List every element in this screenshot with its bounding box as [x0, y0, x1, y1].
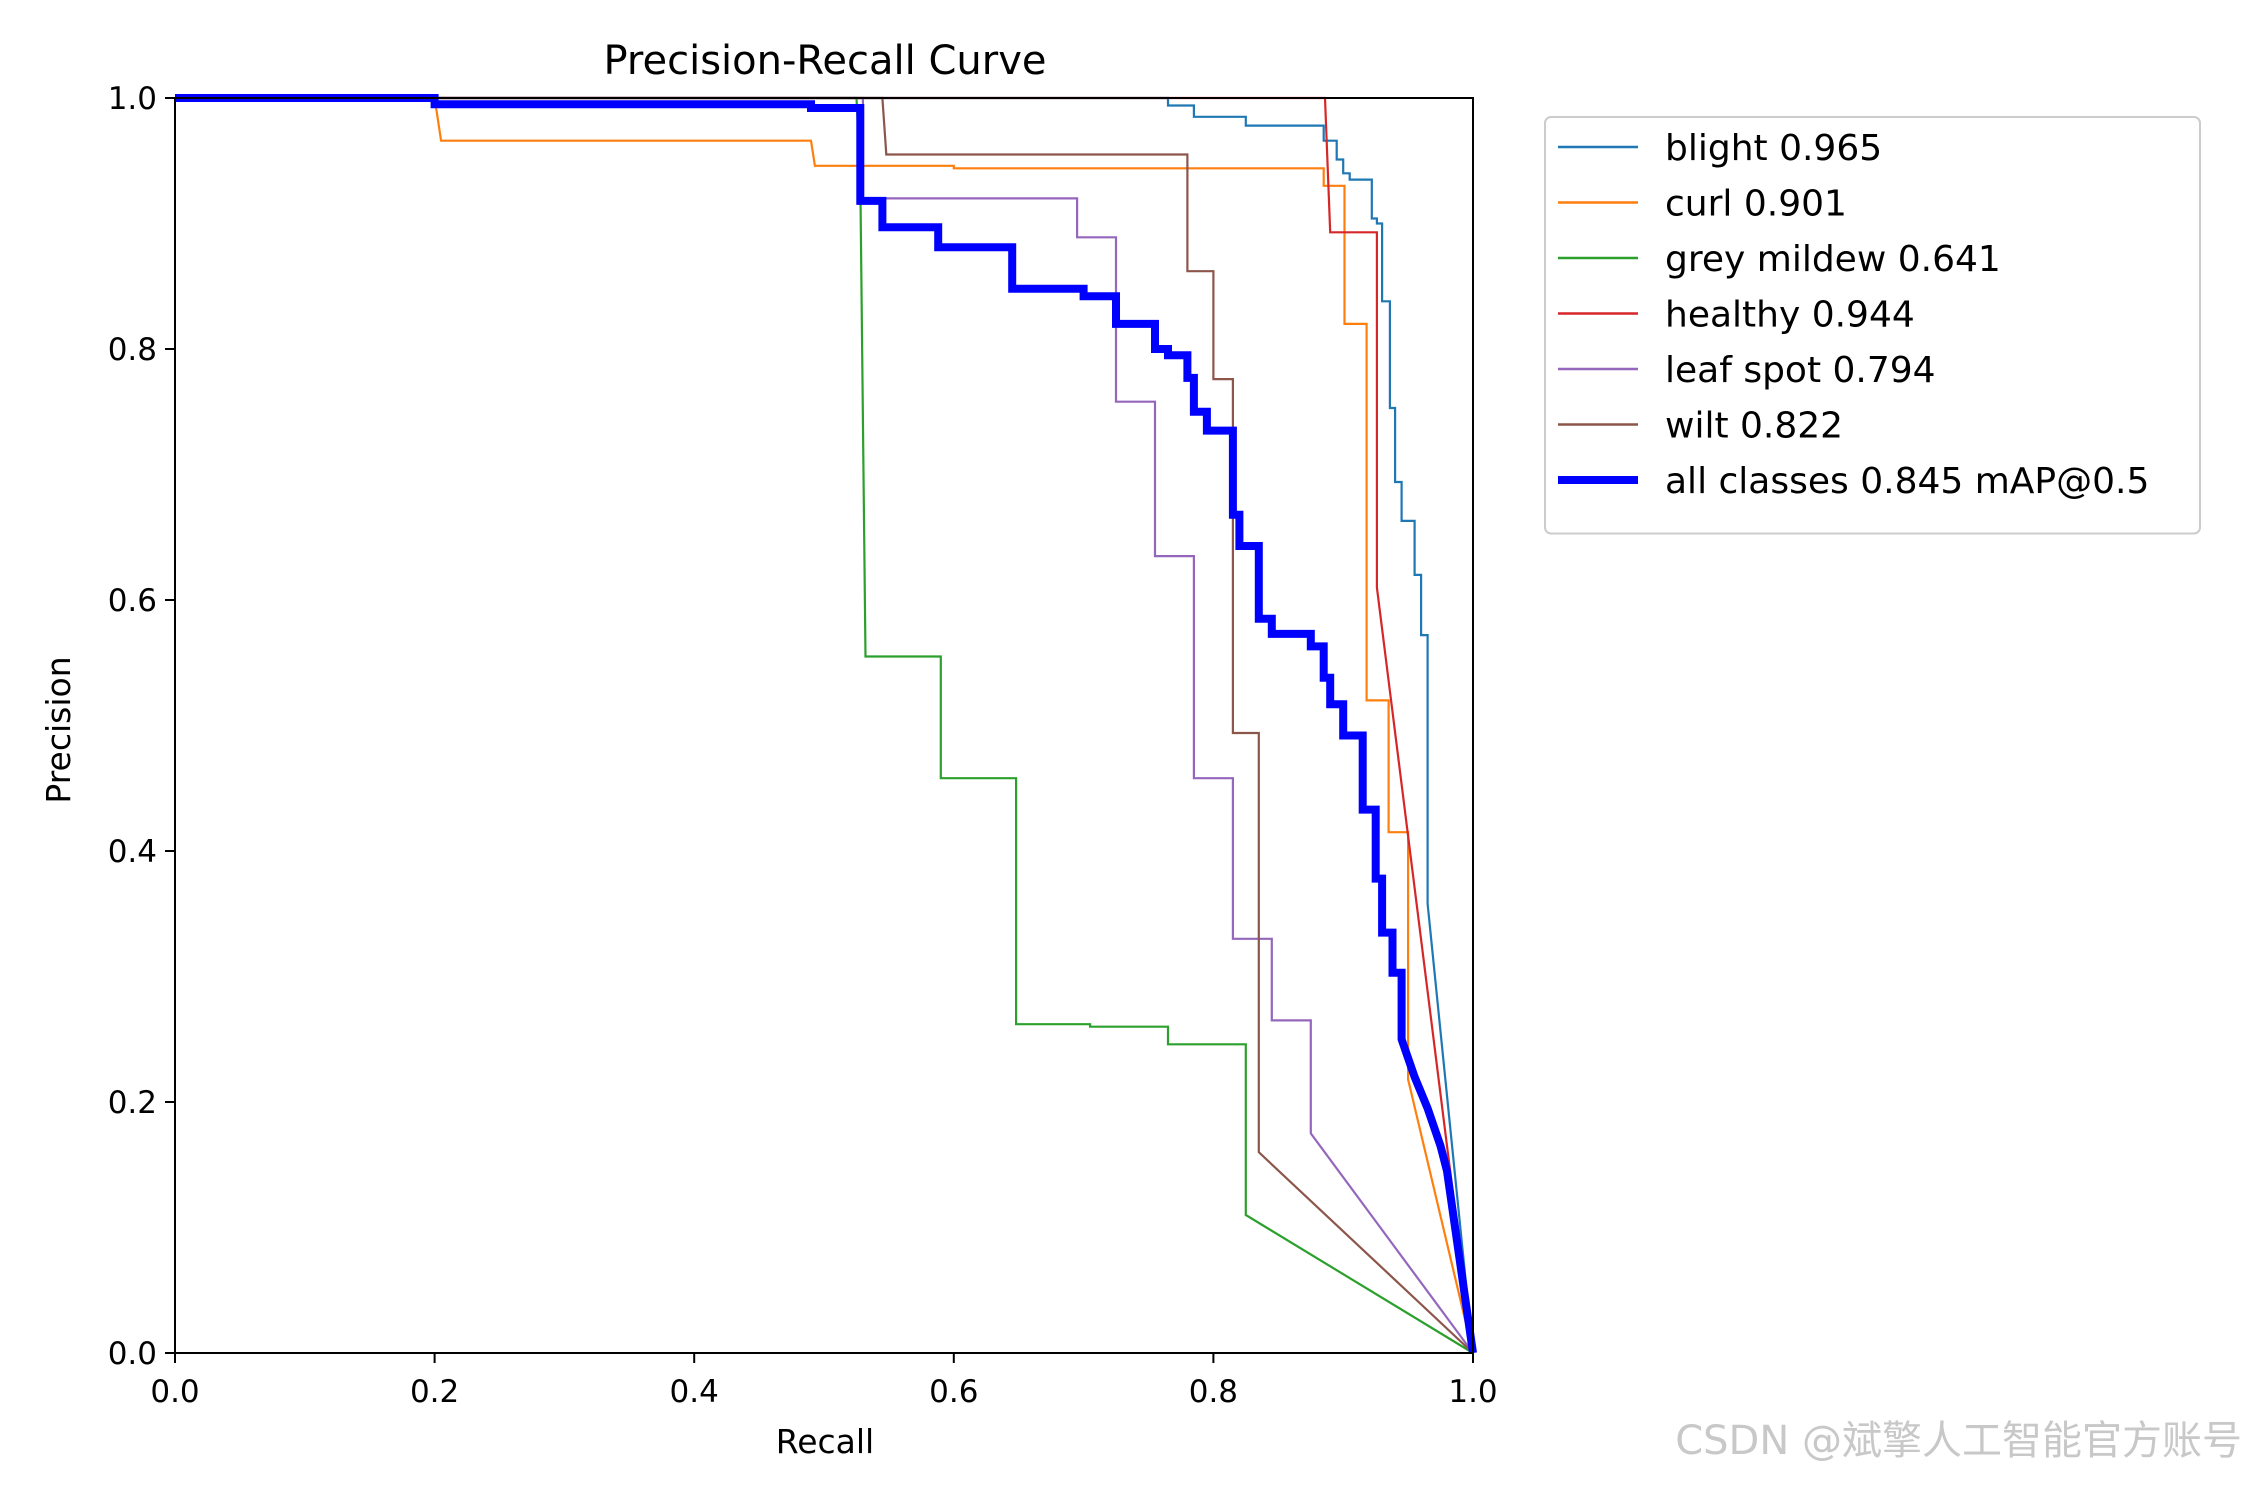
legend-label-grey: grey mildew 0.641	[1665, 239, 2001, 280]
watermark: CSDN @斌擎人工智能官方账号	[1675, 1418, 2242, 1464]
y-tick-label: 0.4	[108, 834, 157, 870]
legend-label-wilt: wilt 0.822	[1665, 406, 1843, 447]
legend-label-healthy: healthy 0.944	[1665, 295, 1915, 336]
axes-frame	[174, 97, 1474, 1354]
x-tick-label: 1.0	[1448, 1374, 1497, 1410]
legend-label-curl: curl 0.901	[1665, 184, 1847, 225]
series-line-blight	[175, 96, 1475, 1354]
y-axis-title: Precision	[39, 656, 78, 803]
x-tick-label: 0.0	[150, 1374, 199, 1410]
series-line-leaf	[175, 96, 1474, 1354]
legend: blight 0.965 curl 0.901 grey mildew 0.641 h…	[1544, 116, 2201, 535]
y-tick-label: 0.8	[108, 332, 157, 368]
axes: 0.0 0.2 0.4 0.6 0.8 1.0 0.0 0.2 0.4 0.6 0.8 1.0	[108, 81, 1498, 1410]
y-tick-label: 1.0	[108, 81, 157, 117]
x-tick-label: 0.2	[410, 1374, 459, 1410]
y-tick-label: 0.2	[108, 1085, 157, 1121]
series-line-all-classes	[175, 94, 1477, 1354]
series-line-curl	[175, 96, 1475, 1354]
x-tick-label: 0.4	[670, 1374, 719, 1410]
legend-label-leaf: leaf spot 0.794	[1665, 350, 1936, 391]
legend-label-blight: blight 0.965	[1665, 128, 1882, 169]
y-tick-label: 0.0	[108, 1336, 157, 1372]
x-axis-title: Recall	[776, 1422, 874, 1461]
x-tick-label: 0.8	[1189, 1374, 1238, 1410]
y-tick-label: 0.6	[108, 583, 157, 619]
series-line-grey	[175, 96, 1474, 1354]
chart-title: Precision-Recall Curve	[604, 38, 1047, 84]
series-line-wilt	[175, 96, 1474, 1354]
x-tick-label: 0.6	[929, 1374, 978, 1410]
legend-label-all-classes: all classes 0.845 mAP@0.5	[1665, 461, 2149, 502]
legend-box	[1544, 116, 2201, 535]
